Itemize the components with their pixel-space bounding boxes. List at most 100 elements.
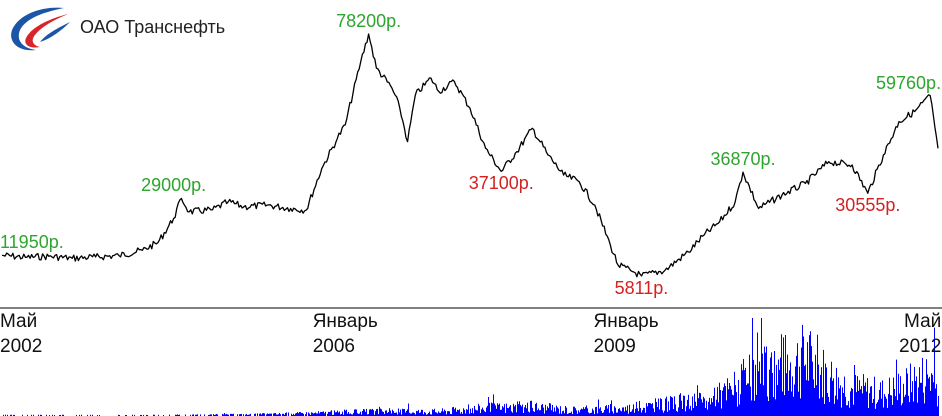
volume-bar xyxy=(273,413,274,416)
volume-bar xyxy=(713,396,714,416)
volume-bar xyxy=(766,346,767,416)
volume-bar xyxy=(761,318,762,416)
volume-bar xyxy=(726,400,727,416)
volume-bar xyxy=(520,404,521,416)
volume-bar xyxy=(480,413,481,416)
volume-bar xyxy=(835,395,836,416)
volume-bar xyxy=(904,396,905,416)
price-annotation-high: 11950р. xyxy=(0,232,64,253)
company-name: ОАО Транснефть xyxy=(80,17,226,37)
volume-bar xyxy=(733,395,734,416)
volume-bar xyxy=(343,414,344,416)
volume-bar xyxy=(903,383,904,416)
volume-bar xyxy=(472,408,473,416)
volume-bar xyxy=(916,376,917,416)
volume-bar xyxy=(441,411,442,416)
volume-bar xyxy=(285,413,286,416)
volume-bar xyxy=(573,406,574,416)
volume-bar xyxy=(686,406,687,416)
volume-bar xyxy=(505,413,506,416)
volume-bar xyxy=(303,413,304,416)
volume-bar xyxy=(200,414,201,416)
volume-bar xyxy=(286,412,287,416)
volume-bar xyxy=(624,411,625,416)
volume-bar xyxy=(301,413,302,416)
volume-bar xyxy=(894,389,895,416)
volume-bar xyxy=(924,403,925,416)
volume-bar xyxy=(302,412,303,416)
volume-bar xyxy=(595,407,596,416)
volume-bar xyxy=(681,400,682,416)
volume-bar xyxy=(209,414,210,416)
volume-bar xyxy=(276,414,277,416)
volume-bar xyxy=(692,396,693,416)
volume-bar xyxy=(757,332,758,416)
volume-bar xyxy=(653,408,654,416)
volume-bar xyxy=(906,368,907,416)
volume-bar xyxy=(725,386,726,416)
volume-bar xyxy=(522,404,523,416)
volume-bar xyxy=(841,407,842,416)
volume-bar xyxy=(280,414,281,416)
volume-bar xyxy=(230,413,231,416)
volume-bar xyxy=(177,414,178,416)
volume-bar xyxy=(930,390,931,416)
volume-bar xyxy=(919,367,920,416)
volume-bar xyxy=(647,406,648,416)
volume-bar xyxy=(747,383,748,416)
volume-bar xyxy=(806,380,807,416)
volume-bar xyxy=(196,414,197,416)
volume-bar xyxy=(812,361,813,416)
volume-bar xyxy=(550,403,551,416)
volume-bar xyxy=(291,413,292,416)
volume-bar xyxy=(652,403,653,416)
volume-bar xyxy=(752,318,753,416)
volume-bar xyxy=(424,412,425,416)
volume-bar xyxy=(357,413,358,416)
volume-bar xyxy=(263,413,264,416)
volume-bar xyxy=(190,414,191,416)
volume-bar xyxy=(488,397,489,416)
volume-bar xyxy=(759,361,760,416)
volume-bar xyxy=(430,414,431,416)
volume-bar xyxy=(566,407,567,416)
volume-bar xyxy=(421,409,422,416)
x-tick-label: Май 2002 xyxy=(0,311,43,357)
volume-bar xyxy=(352,414,353,416)
volume-bar xyxy=(694,393,695,416)
volume-bar xyxy=(431,414,432,416)
volume-bar xyxy=(426,414,427,416)
x-tick-label: Май 2012 xyxy=(899,311,942,357)
volume-bar xyxy=(775,399,776,416)
volume-bar xyxy=(698,398,699,416)
volume-bar xyxy=(397,414,398,416)
volume-bar xyxy=(195,414,196,416)
volume-bar xyxy=(874,376,875,416)
volume-bar xyxy=(892,404,893,416)
volume-bar xyxy=(603,412,604,416)
volume-bar xyxy=(580,409,581,416)
volume-bar xyxy=(248,414,249,416)
volume-bar xyxy=(564,413,565,416)
volume-bar xyxy=(371,409,372,416)
volume-bar xyxy=(728,389,729,416)
volume-bar xyxy=(803,336,804,416)
volume-bar xyxy=(791,391,792,416)
volume-bar xyxy=(887,407,888,416)
volume-bar xyxy=(246,413,247,416)
volume-bar xyxy=(504,404,505,416)
volume-bar xyxy=(277,414,278,416)
volume-bar xyxy=(513,403,514,416)
volume-bar xyxy=(387,413,388,416)
volume-bar xyxy=(895,396,896,416)
volume-bar xyxy=(486,407,487,416)
volume-bar xyxy=(787,354,788,416)
volume-bar xyxy=(832,380,833,416)
volume-bar xyxy=(226,413,227,416)
volume-bar xyxy=(657,407,658,416)
volume-bar xyxy=(417,411,418,416)
volume-bar xyxy=(809,335,810,416)
volume-bar xyxy=(237,414,238,416)
volume-bar xyxy=(436,412,437,416)
volume-bar xyxy=(754,400,755,416)
